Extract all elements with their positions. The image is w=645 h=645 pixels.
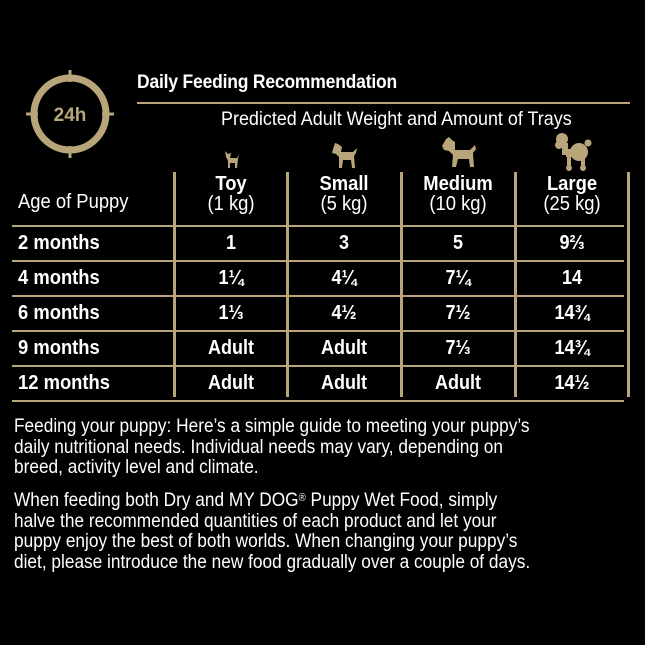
column-name: Large (546, 173, 598, 195)
column-weight: (1 kg) (207, 193, 255, 215)
note-line: Feeding your puppy: Here’s a simple guid… (14, 415, 530, 437)
table-cell: 14¾ (554, 302, 590, 324)
table-cell: 7¼ (445, 267, 471, 289)
column-header-small: Small (5 kg) (289, 174, 399, 214)
table-cell: 14½ (554, 372, 590, 394)
table-cell: 1 (225, 232, 237, 254)
toy-dog-icon (225, 151, 239, 168)
column-weight: (25 kg) (543, 193, 601, 215)
row-age-label: 12 months (18, 372, 111, 394)
column-weight: (5 kg) (320, 193, 368, 215)
table-cell: 14¾ (554, 337, 590, 359)
table-cell: 5 (452, 232, 464, 254)
note-text: Puppy Wet Food, simply (305, 489, 498, 511)
row-age-label: 2 months (18, 232, 100, 254)
column-divider (286, 172, 289, 397)
registered-mark: ® (298, 492, 306, 504)
medium-dog-icon (442, 137, 476, 167)
row-age-label: 4 months (18, 267, 100, 289)
table-cell: 1⅓ (218, 302, 244, 324)
table-cell: 4¼ (331, 267, 357, 289)
column-header-large: Large (25 kg) (517, 174, 627, 214)
note-line: halve the recommended quantities of each… (14, 509, 497, 532)
row-divider (12, 330, 624, 332)
column-divider (627, 172, 630, 397)
badge-label: 24h (54, 105, 87, 126)
table-cell: 7⅓ (445, 337, 471, 359)
24h-clock-icon: 24h (26, 70, 114, 158)
table-cell: 1¼ (218, 267, 244, 289)
column-name: Medium (423, 173, 493, 195)
table-cell: 9⅔ (559, 232, 585, 254)
page-title: Daily Feeding Recommendation (137, 72, 398, 93)
table-cell: Adult (208, 337, 254, 359)
column-name: Small (319, 173, 369, 195)
column-divider (400, 172, 403, 397)
poodle-icon (555, 133, 592, 171)
title-divider (137, 102, 630, 104)
table-cell: Adult (435, 372, 481, 394)
column-header-medium: Medium (10 kg) (403, 174, 513, 214)
row-age-label: 6 months (18, 302, 100, 324)
row-divider (12, 295, 624, 297)
note-text: When feeding both Dry and MY DOG (14, 489, 299, 511)
note-line: diet, please introduce the new food grad… (14, 550, 531, 573)
small-dog-icon (332, 143, 357, 168)
table-cell: Adult (321, 337, 367, 359)
note-line: daily nutritional needs. Individual need… (14, 435, 503, 458)
table-cell: Adult (321, 372, 367, 394)
column-name: Toy (215, 173, 247, 195)
row-divider (12, 400, 624, 402)
table-cell: 7½ (445, 302, 471, 324)
table-cell: 4½ (331, 302, 357, 324)
row-divider (12, 365, 624, 367)
table-cell: Adult (208, 372, 254, 394)
column-divider (173, 172, 176, 397)
note-line: puppy enjoy the best of both worlds. Whe… (14, 530, 518, 552)
column-weight: (10 kg) (429, 193, 487, 215)
note-line: breed, activity level and climate. (14, 456, 259, 478)
page-subtitle: Predicted Adult Weight and Amount of Tra… (221, 108, 572, 130)
row-divider (12, 260, 624, 262)
feeding-note-paragraph: Feeding your puppy: Here’s a simple guid… (14, 416, 634, 478)
table-cell: 3 (338, 232, 350, 254)
row-divider (12, 225, 624, 227)
column-header-toy: Toy (1 kg) (176, 174, 286, 214)
column-divider (514, 172, 517, 397)
row-age-label: 9 months (18, 337, 100, 359)
age-column-header: Age of Puppy (18, 191, 129, 213)
note-line: When feeding both Dry and MY DOG® Puppy … (14, 490, 634, 511)
table-cell: 14 (561, 267, 583, 289)
mixed-feeding-paragraph: When feeding both Dry and MY DOG® Puppy … (14, 490, 634, 572)
